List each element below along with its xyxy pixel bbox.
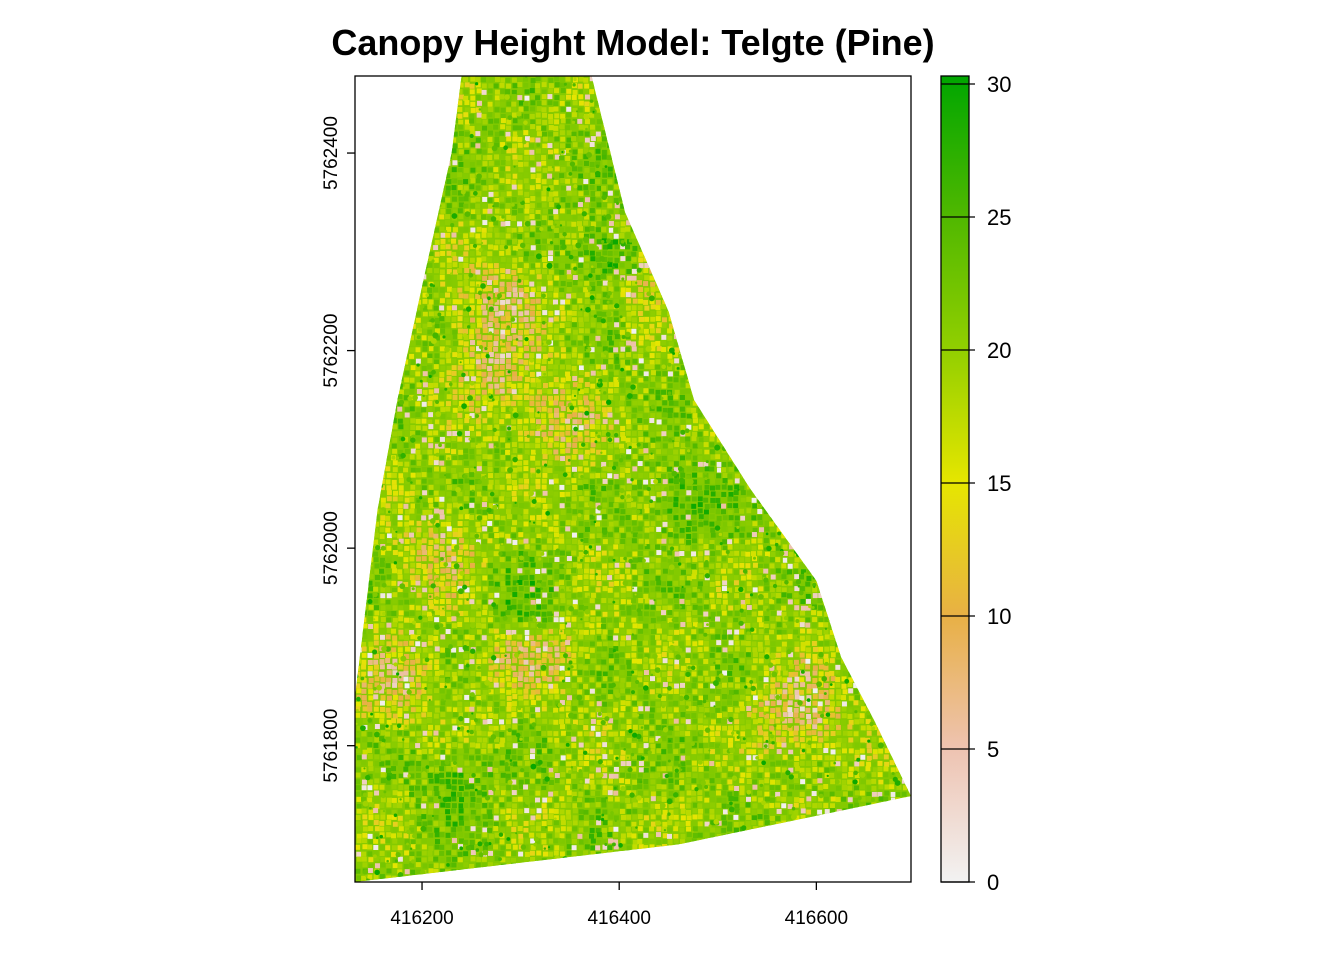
colorbar-tick-label: 5: [987, 737, 999, 762]
y-tick-label: 5762000: [321, 511, 342, 585]
colorbar-tick-label: 25: [987, 205, 1011, 230]
colorbar-tick-label: 0: [987, 870, 999, 895]
raster-layer: [355, 76, 911, 882]
y-tick-label: 5762200: [321, 314, 342, 388]
colorbar-tick-label: 20: [987, 338, 1011, 363]
chart-title: Canopy Height Model: Telgte (Pine): [331, 22, 935, 63]
y-tick-label: 5762400: [321, 116, 342, 190]
x-tick-label: 416600: [785, 908, 848, 929]
y-tick-label: 5761800: [321, 709, 342, 783]
x-tick-label: 416200: [390, 908, 453, 929]
plot-frame: [354, 75, 912, 883]
colorbar-ramp: [940, 75, 970, 883]
x-tick-label: 416400: [587, 908, 650, 929]
axes-layer: 416200 416400 416600 5761800 5762000 5762200 5…: [321, 75, 912, 929]
colorbar-legend: 0 5 10 15 20 25 30: [940, 72, 1011, 895]
colorbar-tick-label: 15: [987, 471, 1011, 496]
colorbar-tick-label: 30: [987, 72, 1011, 97]
colorbar-tick-label: 10: [987, 604, 1011, 629]
